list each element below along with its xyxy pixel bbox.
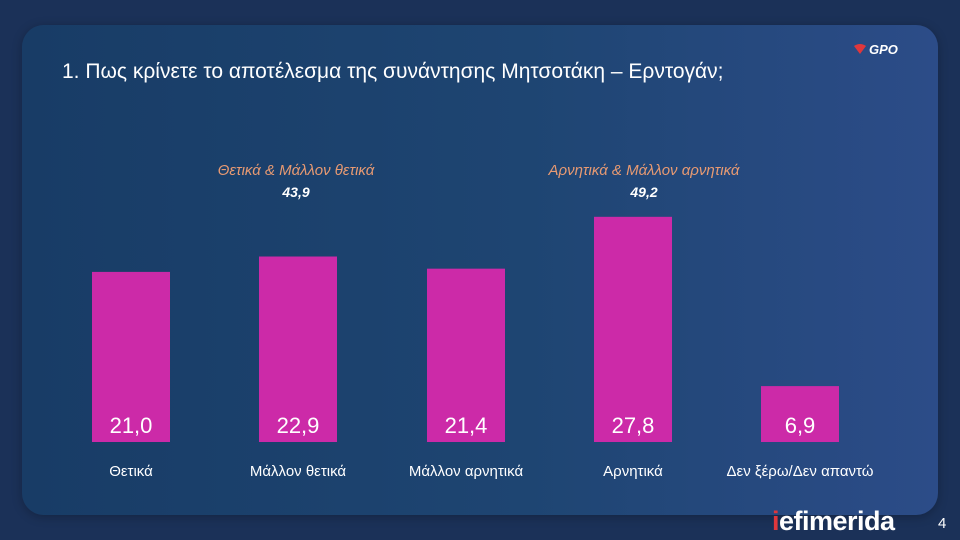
bar-4 bbox=[761, 386, 839, 442]
iefimerida-logo: iefimerida bbox=[772, 506, 895, 536]
bar-value-label-2: 21,4 bbox=[445, 413, 488, 438]
bar-0 bbox=[92, 271, 170, 442]
bar-2 bbox=[427, 268, 505, 442]
group-positive-value: 43,9 bbox=[282, 184, 310, 200]
bar-3 bbox=[594, 216, 672, 442]
bar-value-label-3: 27,8 bbox=[612, 413, 655, 438]
bar-value-label-4: 6,9 bbox=[785, 413, 816, 438]
page-number: 4 bbox=[938, 515, 947, 532]
svg-text:GPO: GPO bbox=[869, 42, 898, 57]
page-title: 1. Πως κρίνετε το αποτέλεσμα της συνάντη… bbox=[62, 60, 724, 83]
bar-value-label-1: 22,9 bbox=[277, 413, 320, 438]
category-label-3: Αρνητικά bbox=[603, 463, 663, 480]
group-positive-label: Θετικά & Μάλλον θετικά bbox=[217, 162, 375, 179]
group-negative-value: 49,2 bbox=[630, 184, 658, 200]
category-label-4: Δεν ξέρω/Δεν απαντώ bbox=[727, 463, 874, 480]
bar-value-label-0: 21,0 bbox=[110, 413, 153, 438]
category-label-1: Μάλλον θετικά bbox=[250, 463, 347, 480]
bar-1 bbox=[259, 256, 337, 442]
group-negative-label: Αρνητικά & Μάλλον αρνητικά bbox=[548, 162, 740, 179]
gpo-logo: GPO bbox=[854, 42, 898, 57]
category-label-0: Θετικά bbox=[109, 463, 153, 480]
category-label-2: Μάλλον αρνητικά bbox=[409, 463, 524, 480]
